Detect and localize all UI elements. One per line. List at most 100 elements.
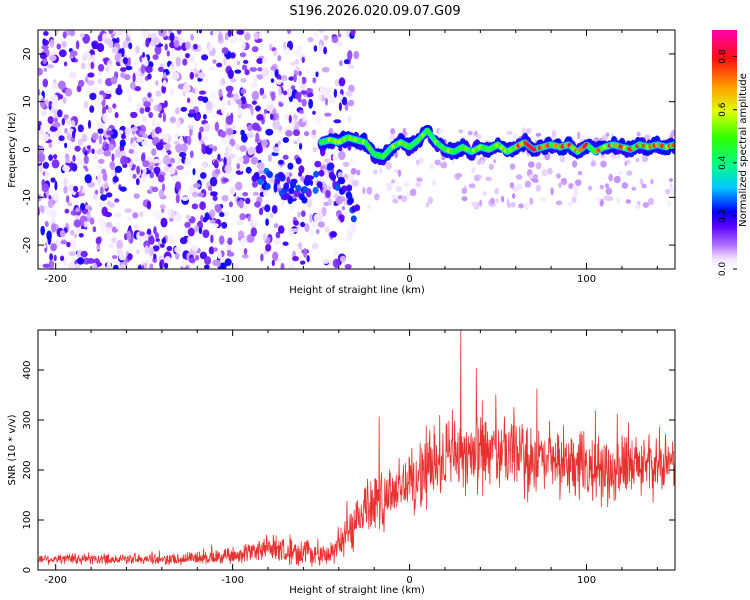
heatmap-cell	[320, 165, 324, 171]
heatmap-cell	[176, 30, 182, 35]
heatmap-cell	[284, 192, 290, 200]
colorbar: 0.0 0.2 0.4 0.6 0.8 Normalized spectral ampl…	[712, 30, 749, 276]
snr-y-tick-label: 100	[22, 510, 33, 529]
heatmap-cell	[322, 258, 330, 264]
spectrogram-x-tick-label: 100	[577, 274, 596, 285]
heatmap-cell	[81, 133, 88, 143]
heatmap-cell	[495, 198, 499, 204]
heatmap-cell	[122, 57, 128, 65]
heatmap-cell	[61, 40, 67, 48]
heatmap-cell	[521, 127, 526, 135]
heatmap-cell	[125, 134, 130, 142]
heatmap-cell	[93, 154, 98, 161]
heatmap-cell	[631, 186, 637, 191]
heatmap-cell	[96, 148, 104, 155]
heatmap-cell	[71, 120, 76, 128]
heatmap-cell	[561, 177, 568, 186]
heatmap-cell	[282, 137, 289, 143]
heatmap-cell	[227, 69, 234, 80]
heatmap-cell	[89, 217, 95, 225]
heatmap-cell	[208, 66, 216, 71]
heatmap-cell	[243, 120, 247, 129]
heatmap-cell	[535, 162, 542, 170]
heatmap-cell	[642, 202, 650, 208]
heatmap-cell	[67, 184, 75, 192]
heatmap-cell	[41, 110, 47, 117]
heatmap-cell	[225, 128, 234, 136]
heatmap-cell	[285, 130, 293, 137]
heatmap-cell	[267, 154, 272, 162]
heatmap-cell	[269, 113, 274, 120]
heatmap-cell	[110, 33, 115, 39]
heatmap-cell	[199, 126, 205, 133]
heatmap-cell	[277, 74, 282, 81]
heatmap-cell	[65, 158, 70, 164]
heatmap-cell	[218, 235, 225, 245]
heatmap-cell	[315, 71, 319, 78]
heatmap-cell	[142, 133, 148, 139]
heatmap-cell	[331, 36, 339, 44]
heatmap-cell	[605, 187, 613, 195]
heatmap-cell	[621, 182, 629, 189]
heatmap-cell	[236, 30, 245, 35]
heatmap-cell	[90, 61, 95, 70]
heatmap-cell	[283, 90, 288, 96]
heatmap-cell	[344, 264, 352, 269]
heatmap-cell	[261, 93, 267, 100]
heatmap-cell	[98, 158, 105, 164]
heatmap-cell	[523, 202, 530, 211]
heatmap-cell	[315, 228, 320, 235]
heatmap-cell	[650, 178, 654, 185]
heatmap-cell	[53, 97, 59, 106]
heatmap-cell	[403, 181, 410, 187]
heatmap-cell	[220, 78, 226, 86]
heatmap-cell	[177, 158, 181, 163]
heatmap-cell	[87, 52, 92, 62]
heatmap-cell	[325, 189, 331, 199]
heatmap-cell	[511, 193, 516, 199]
heatmap-cell	[157, 30, 166, 37]
spectrogram-x-tick-label: -200	[44, 274, 67, 285]
heatmap-cell	[202, 229, 210, 238]
heatmap-cell	[230, 78, 237, 83]
heatmap-cell	[147, 73, 152, 80]
heatmap-cell	[624, 160, 628, 167]
heatmap-cell	[590, 161, 596, 167]
heatmap-cell	[213, 247, 218, 252]
heatmap-cell	[62, 31, 67, 39]
heatmap-cell	[604, 183, 610, 189]
heatmap-cell	[308, 98, 313, 109]
heatmap-cell	[223, 157, 227, 165]
heatmap-cell	[488, 163, 494, 171]
heatmap-cell	[152, 245, 160, 252]
heatmap-cell	[167, 234, 175, 244]
heatmap-cell	[280, 94, 288, 104]
heatmap-cell	[665, 188, 671, 195]
heatmap-cell	[271, 259, 275, 267]
heatmap-cell	[185, 214, 192, 220]
heatmap-cell	[348, 64, 355, 69]
heatmap-cell	[148, 236, 155, 245]
heatmap-cell	[312, 186, 319, 194]
heatmap-cell	[131, 126, 138, 132]
heatmap-cell	[65, 88, 73, 97]
heatmap-cell	[227, 30, 232, 37]
heatmap-cell	[215, 168, 221, 175]
heatmap-cell	[310, 179, 313, 186]
heatmap-cell	[209, 219, 216, 224]
heatmap-cell	[416, 159, 420, 166]
heatmap-cell	[669, 187, 675, 196]
heatmap-cell	[122, 40, 129, 49]
heatmap-cell	[149, 171, 155, 179]
heatmap-cell	[139, 130, 145, 136]
heatmap-cell	[144, 245, 149, 255]
heatmap-cell	[304, 174, 311, 182]
heatmap-cell	[108, 243, 115, 250]
heatmap-cell	[41, 183, 49, 193]
heatmap-cell	[103, 182, 109, 189]
heatmap-cell	[121, 134, 126, 140]
heatmap-cell	[278, 159, 284, 165]
heatmap-cell	[635, 158, 640, 163]
heatmap-cell	[204, 256, 212, 266]
heatmap-cell	[139, 231, 145, 237]
